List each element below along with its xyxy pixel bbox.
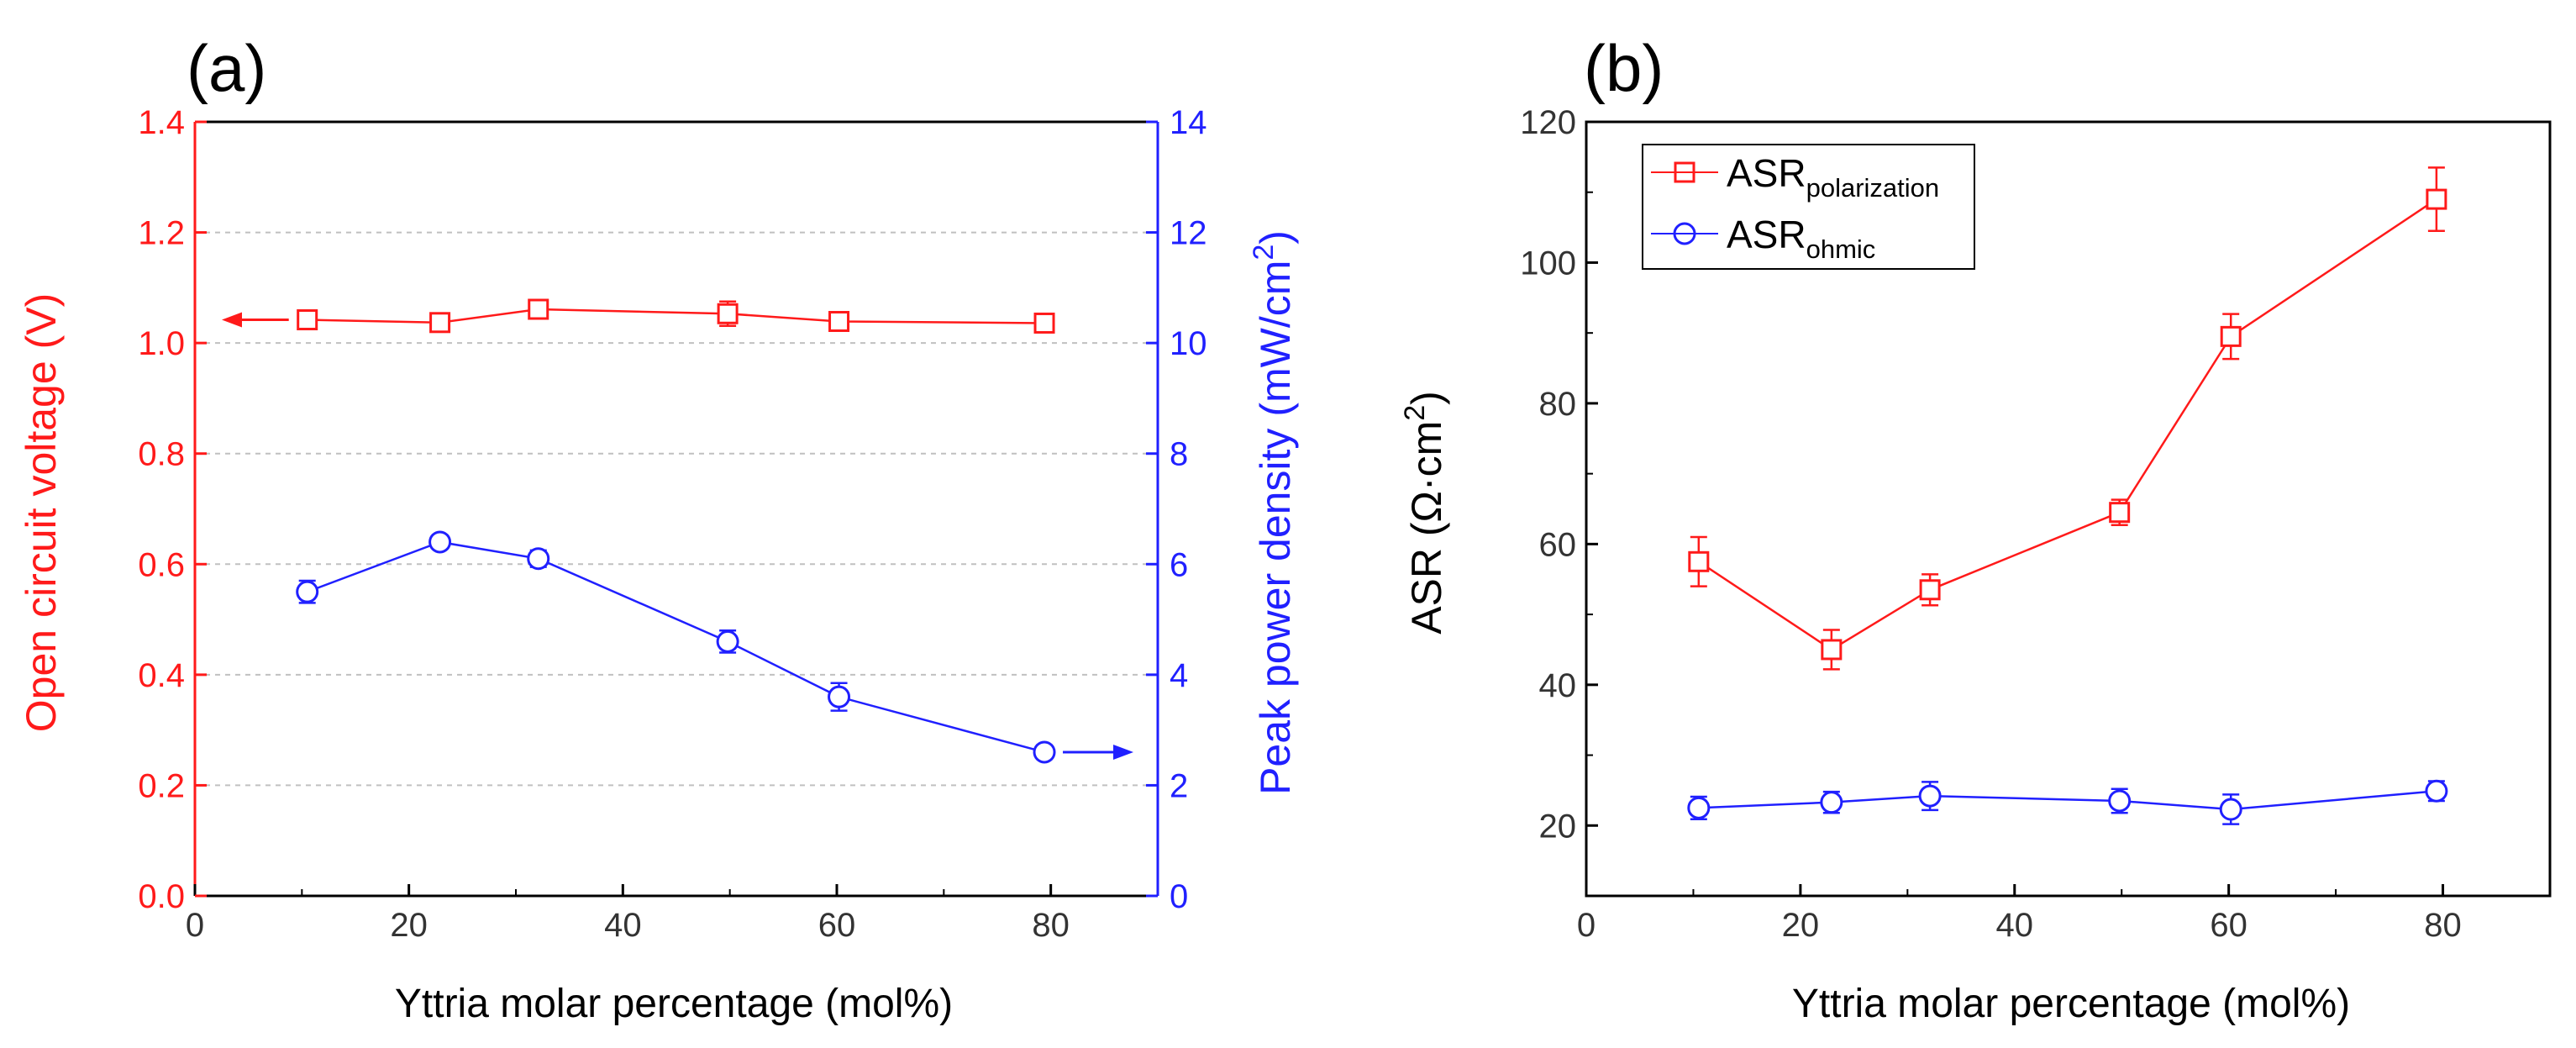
legend-box bbox=[1642, 144, 1975, 270]
panel-a-x-axis-title: Yttria molar percentage (mol%) bbox=[395, 982, 953, 1026]
panel-a-label: (a) bbox=[187, 31, 266, 105]
right-y-tick-label: 4 bbox=[1170, 657, 1188, 694]
y-axis-title-sup: 2 bbox=[1399, 405, 1431, 421]
left-y-tick-label: 0.0 bbox=[138, 878, 185, 915]
right-y-tick-label: 6 bbox=[1170, 546, 1188, 583]
right-y-tick-label: 0 bbox=[1170, 878, 1188, 915]
x-tick-label: 40 bbox=[1996, 907, 2034, 944]
panel-b-label: (b) bbox=[1584, 31, 1664, 105]
legend-label-ohmic: ASRohmic bbox=[1727, 213, 1875, 264]
right-axis-title-end: ) bbox=[1252, 230, 1299, 245]
data-point bbox=[1033, 740, 1056, 764]
right-y-tick-label: 2 bbox=[1170, 767, 1188, 804]
left-y-tick-label: 0.8 bbox=[138, 436, 185, 473]
left-y-tick-label: 0.4 bbox=[138, 657, 185, 694]
right-y-tick-label: 14 bbox=[1170, 104, 1207, 141]
y-axis-title-end: ) bbox=[1403, 391, 1450, 405]
data-point bbox=[428, 530, 452, 554]
legend-label-polarization-sub: polarization bbox=[1806, 173, 1940, 203]
data-point bbox=[716, 629, 739, 653]
panel-a-right-axis-title: Peak power density (mW/cm2) bbox=[1248, 230, 1299, 795]
data-point bbox=[1820, 791, 1843, 814]
right-axis-title-sup: 2 bbox=[1248, 245, 1280, 261]
series-line-ppd bbox=[307, 540, 1045, 754]
data-point bbox=[1919, 579, 1941, 601]
data-point bbox=[1918, 784, 1942, 808]
x-tick-label: 80 bbox=[2424, 907, 2462, 944]
right-axis-title-main: Peak power density (mW/cm bbox=[1252, 261, 1299, 795]
left-y-tick-label: 0.2 bbox=[138, 767, 185, 804]
x-tick-label: 20 bbox=[390, 907, 428, 944]
x-tick-label: 80 bbox=[1032, 907, 1070, 944]
series-line-polarization bbox=[1698, 198, 2437, 651]
panel-b-x-axis-title: Yttria molar percentage (mol%) bbox=[1792, 982, 2350, 1026]
panel-b-y-axis-title: ASR (Ω·cm2) bbox=[1399, 391, 1450, 635]
y-tick-label: 80 bbox=[1539, 386, 1577, 423]
series-line-ocv bbox=[307, 308, 1045, 324]
x-tick-label: 20 bbox=[1782, 907, 1820, 944]
legend-label-ohmic-sub: ohmic bbox=[1806, 234, 1876, 264]
legend-label-polarization-main: ASR bbox=[1727, 151, 1806, 195]
x-tick-label: 0 bbox=[1577, 907, 1596, 944]
series-line-ohmic bbox=[1698, 790, 2437, 811]
y-tick-label: 20 bbox=[1539, 808, 1577, 845]
y-tick-label: 60 bbox=[1539, 526, 1577, 563]
x-tick-label: 40 bbox=[604, 907, 642, 944]
data-point bbox=[2220, 325, 2242, 347]
data-point bbox=[1821, 639, 1843, 661]
data-point bbox=[828, 310, 850, 332]
left-y-tick-label: 1.4 bbox=[138, 104, 185, 141]
data-point bbox=[1033, 312, 1055, 334]
legend-marker-ohmic bbox=[1673, 222, 1696, 245]
legend: ASRpolarization ASRohmic bbox=[1642, 144, 1975, 270]
panel-a-chart: (a) 0 20 40 60 80 0.0 0.2 0.4 0.6 0.8 1.0 1.2 1.4 0 2 4… bbox=[18, 31, 1299, 1026]
data-point bbox=[297, 309, 318, 331]
y-tick-label: 100 bbox=[1520, 245, 1576, 282]
right-y-tick-label: 12 bbox=[1170, 215, 1207, 252]
data-point bbox=[2426, 188, 2447, 210]
data-point bbox=[1687, 796, 1711, 819]
panel-a-left-axis-title: Open circuit voltage (V) bbox=[18, 293, 65, 732]
data-point bbox=[2109, 502, 2131, 524]
y-tick-label: 120 bbox=[1520, 104, 1576, 141]
left-y-tick-label: 1.0 bbox=[138, 325, 185, 362]
x-tick-label: 0 bbox=[186, 907, 204, 944]
data-point bbox=[2108, 789, 2132, 813]
left-y-tick-label: 0.6 bbox=[138, 546, 185, 583]
x-tick-label: 60 bbox=[818, 907, 856, 944]
data-point bbox=[2425, 779, 2448, 803]
plot-frame bbox=[1585, 120, 2552, 898]
left-y-tick-label: 1.2 bbox=[138, 215, 185, 252]
right-axis-arrow-head bbox=[1113, 744, 1134, 760]
data-point bbox=[1688, 550, 1710, 572]
legend-label-ohmic-main: ASR bbox=[1727, 213, 1806, 256]
legend-label-polarization: ASRpolarization bbox=[1727, 151, 1939, 203]
right-y-tick-label: 8 bbox=[1170, 436, 1188, 473]
x-tick-label: 60 bbox=[2210, 907, 2247, 944]
data-point bbox=[527, 547, 550, 571]
data-point bbox=[528, 298, 549, 320]
left-axis-arrow-head bbox=[222, 312, 242, 328]
legend-marker-polarization bbox=[1674, 161, 1695, 183]
y-tick-label: 40 bbox=[1539, 667, 1577, 704]
y-axis-title-main: ASR (Ω·cm bbox=[1403, 421, 1450, 635]
panel-b-chart: (b) 0 20 40 60 80 20 40 60 80 100 120 Yttria molar… bbox=[1399, 31, 2552, 1026]
data-point bbox=[717, 303, 739, 324]
data-point bbox=[2219, 798, 2242, 821]
data-point bbox=[429, 312, 451, 334]
data-point bbox=[828, 685, 851, 708]
right-y-tick-label: 10 bbox=[1170, 325, 1207, 362]
data-point bbox=[296, 580, 319, 603]
